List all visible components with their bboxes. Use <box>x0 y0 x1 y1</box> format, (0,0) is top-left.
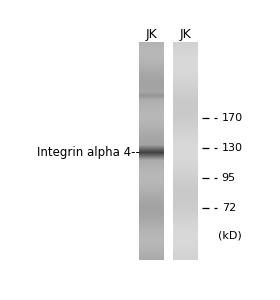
Text: 130: 130 <box>222 143 242 153</box>
Text: 72: 72 <box>222 203 236 213</box>
Text: JK: JK <box>180 28 192 40</box>
Text: JK: JK <box>145 28 157 40</box>
Text: Integrin alpha 4--: Integrin alpha 4-- <box>37 146 140 159</box>
Text: 170: 170 <box>222 113 243 123</box>
Text: 95: 95 <box>222 173 236 183</box>
Text: (kD): (kD) <box>218 230 242 240</box>
